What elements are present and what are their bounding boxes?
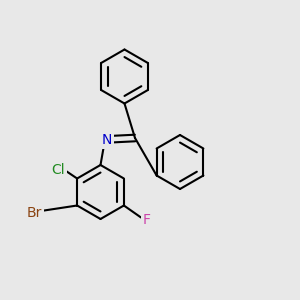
Text: N: N [101,133,112,146]
Text: Cl: Cl [52,163,65,176]
Text: Br: Br [27,206,42,220]
Text: F: F [143,214,151,227]
